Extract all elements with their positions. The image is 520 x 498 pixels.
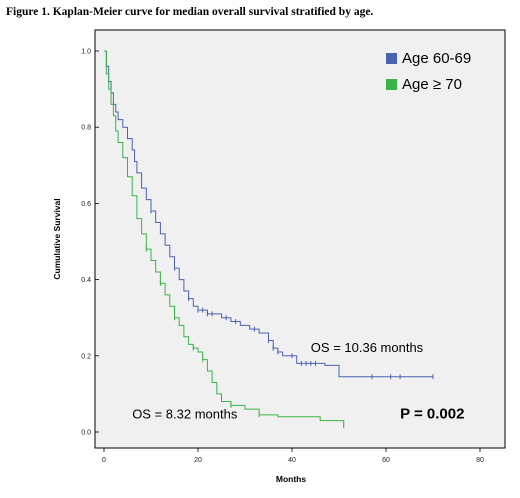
figure-title: Figure 1. Kaplan-Meier curve for median … (6, 6, 374, 18)
series-line-1 (104, 50, 345, 429)
legend-label: Age ≥ 70 (402, 76, 462, 93)
os-annotation: OS = 8.32 months (132, 407, 238, 422)
legend: Age 60-69 Age ≥ 70 (386, 50, 471, 93)
series-line-0 (104, 50, 433, 378)
y-axis-title: Cumulative Survival (52, 198, 62, 279)
y-tick-label: 0.4 (81, 277, 91, 284)
x-axis-title: Months (276, 474, 306, 484)
p-value-label: P = 0.002 (400, 406, 464, 423)
x-tick-label: 40 (288, 457, 296, 464)
os-annotation: OS = 10.36 months (311, 340, 424, 355)
legend-label: Age 60-69 (402, 50, 471, 67)
series-layer (104, 50, 434, 429)
y-tick-label: 0.8 (81, 125, 91, 132)
y-tick-label: 1.0 (81, 49, 91, 56)
x-tick-label: 60 (382, 457, 390, 464)
x-tick-label: 20 (194, 457, 202, 464)
x-axis: 0 20 40 60 80 (102, 448, 484, 464)
legend-swatch (386, 53, 397, 64)
x-tick-label: 0 (102, 457, 106, 464)
annotations: OS = 10.36 months OS = 8.32 months P = 0.0… (132, 340, 464, 423)
y-tick-label: 0.6 (81, 201, 91, 208)
plot-area (94, 29, 506, 449)
legend-swatch (386, 79, 397, 90)
y-tick-label: 0.0 (81, 430, 91, 437)
y-tick-label: 0.2 (81, 353, 91, 360)
y-axis: 0.0 0.2 0.4 0.6 0.8 1.0 (81, 49, 99, 437)
x-tick-label: 80 (476, 457, 484, 464)
